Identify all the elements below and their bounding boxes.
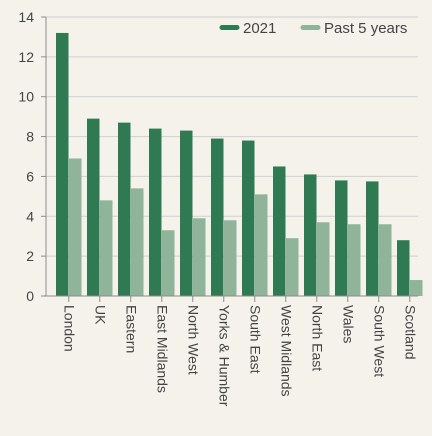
x-tick-label: Yorks & Humber xyxy=(216,305,232,407)
bar-series-1 xyxy=(335,180,348,296)
legend-label-2: Past 5 years xyxy=(324,20,407,37)
bar-series-1 xyxy=(366,181,379,296)
bar-series-1 xyxy=(87,118,100,296)
x-tick-label: North East xyxy=(309,305,325,371)
bar-series-1 xyxy=(273,166,286,296)
bar-series-1 xyxy=(304,174,317,296)
bar-series-2 xyxy=(379,224,392,296)
bar-series-2 xyxy=(193,218,206,296)
y-tick-label: 4 xyxy=(26,208,34,224)
x-tick-label: Scotland xyxy=(402,305,418,359)
x-tick-label: Eastern xyxy=(123,305,139,353)
y-tick-label: 12 xyxy=(18,49,34,65)
x-tick-label: Wales xyxy=(340,305,356,343)
x-tick-label: South East xyxy=(247,305,263,374)
bar-series-2 xyxy=(317,222,330,296)
x-tick-label: North West xyxy=(185,305,201,375)
bar-series-1 xyxy=(118,122,131,296)
bar-series-1 xyxy=(397,240,410,296)
bar-series-2 xyxy=(286,238,299,296)
x-tick-label: London xyxy=(61,305,77,352)
x-tick-label: East Midlands xyxy=(154,305,170,393)
bars xyxy=(56,32,423,296)
legend: 2021 Past 5 years xyxy=(219,20,407,37)
bar-series-2 xyxy=(410,280,423,296)
bar-series-1 xyxy=(149,128,162,296)
x-tick-label: South West xyxy=(371,305,387,377)
x-tick-label: West Midlands xyxy=(278,305,294,397)
y-tick-label: 0 xyxy=(26,288,34,304)
bar-series-2 xyxy=(100,200,113,296)
axes: 0 2 4 6 8 10 12 14 London UK Eastern East Midlands N… xyxy=(18,9,418,407)
y-tick-label: 6 xyxy=(26,168,34,184)
bar-series-2 xyxy=(224,220,237,296)
bar-series-1 xyxy=(242,140,255,296)
bar-series-2 xyxy=(131,188,144,296)
bar-series-2 xyxy=(255,194,268,296)
y-tick-label: 2 xyxy=(26,248,34,264)
y-tick-label: 14 xyxy=(18,9,34,25)
bar-series-1 xyxy=(180,130,193,296)
legend-label-1: 2021 xyxy=(243,20,276,37)
bar-series-2 xyxy=(162,230,175,296)
y-tick-label: 8 xyxy=(26,129,34,145)
x-tick-label: UK xyxy=(92,305,108,325)
bar-series-2 xyxy=(69,158,82,296)
bar-series-1 xyxy=(211,138,224,296)
y-tick-label: 10 xyxy=(18,89,34,105)
bar-series-2 xyxy=(348,224,361,296)
bar-series-1 xyxy=(56,32,69,296)
